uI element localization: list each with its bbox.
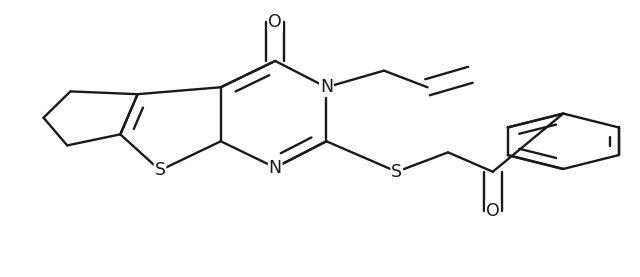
Text: N: N bbox=[269, 159, 282, 176]
Text: S: S bbox=[154, 161, 166, 179]
Text: O: O bbox=[486, 202, 500, 219]
Text: O: O bbox=[268, 13, 282, 31]
Text: S: S bbox=[391, 163, 403, 181]
Text: N: N bbox=[320, 78, 333, 96]
